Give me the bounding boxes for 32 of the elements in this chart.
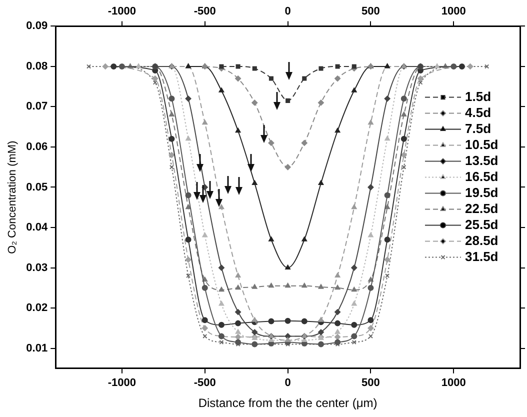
y-tick-label: 0.02 [26,302,48,314]
y-tick-label: 0.09 [26,20,48,32]
x-axis-title: Distance from the the center (μm) [198,396,378,410]
legend-label: 13.5d [465,152,498,168]
x2-tick-label: 0 [284,377,291,390]
y-tick-label: 0.07 [26,100,48,113]
x-tick-label: 0 [284,6,291,18]
legend-label: 4.5d [465,104,492,120]
x2-tick-label: -500 [194,377,216,390]
x2-tick-label: 500 [362,377,380,390]
legend-label: 31.5d [465,248,498,264]
legend-label: 22.5d [465,200,498,216]
legend-label: 7.5d [465,120,492,136]
y-tick-label: 0.04 [26,222,48,234]
legend-label: 16.5d [465,168,498,184]
x2-tick-label: 1000 [441,377,466,390]
y-tick-label: 0.05 [26,181,48,194]
x-tick-label: -1000 [108,6,136,18]
x-tick-label: 1000 [441,6,466,18]
legend-label: 10.5d [465,136,498,152]
y-axis-title: O₂ Concentration (mM) [6,140,19,254]
y-tick-label: 0.03 [26,262,48,274]
y-tick-label: 0.06 [26,141,48,154]
legend-label: 28.5d [465,232,498,248]
legend-label: 19.5d [465,184,498,200]
x-tick-label: 500 [362,6,380,18]
legend-label: 25.5d [465,216,498,232]
y-tick-label: 0.08 [26,60,48,72]
y-tick-label: 0.01 [26,342,48,354]
legend-label: 1.5d [465,88,492,104]
x-tick-label: -500 [194,6,216,18]
x2-tick-label: -1000 [108,377,136,390]
